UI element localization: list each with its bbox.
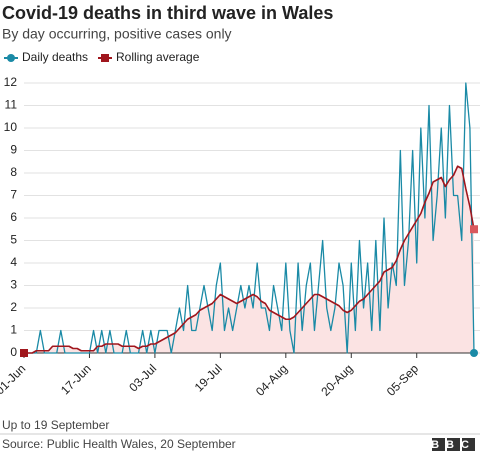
end-marker [20, 349, 28, 357]
x-tick-label: 03-Jul [126, 361, 159, 394]
legend-marker [7, 54, 15, 62]
x-tick-label: 04-Aug [253, 361, 290, 398]
y-tick-label: 10 [4, 120, 18, 134]
end-marker [470, 225, 478, 234]
y-tick-label: 6 [10, 210, 17, 224]
chart-note: Up to 19 September [2, 418, 109, 432]
end-marker [470, 349, 478, 357]
x-tick-label: 20-Aug [318, 361, 355, 398]
y-tick-label: 9 [10, 143, 17, 157]
y-tick-label: 5 [10, 233, 17, 247]
y-tick-label: 1 [10, 323, 17, 337]
y-tick-label: 2 [10, 300, 17, 314]
y-tick-label: 11 [5, 98, 18, 112]
chart-title: Covid-19 deaths in third wave in Wales [2, 3, 333, 23]
legend-label: Rolling average [116, 50, 200, 64]
y-tick-label: 12 [4, 75, 18, 89]
y-tick-label: 3 [10, 278, 17, 292]
y-tick-label: 0 [10, 345, 17, 359]
x-tick-label: 05-Sep [384, 361, 421, 398]
x-tick-label: 19-Jul [192, 361, 225, 394]
chart-subtitle: By day occurring, positive cases only [2, 26, 232, 42]
legend-label: Daily deaths [22, 50, 88, 64]
x-tick-label: 17-Jun [58, 361, 94, 397]
area [24, 166, 474, 353]
x-tick-label: 01-Jun [0, 361, 28, 397]
y-tick-label: 7 [10, 188, 17, 202]
chart-source: Source: Public Health Wales, 20 Septembe… [2, 437, 236, 451]
logo: BBC [431, 438, 476, 451]
legend-marker [101, 54, 109, 62]
y-tick-label: 4 [10, 255, 17, 269]
y-tick-label: 8 [10, 165, 17, 179]
logo-text: BBC [431, 439, 476, 451]
series-line [24, 165, 475, 354]
